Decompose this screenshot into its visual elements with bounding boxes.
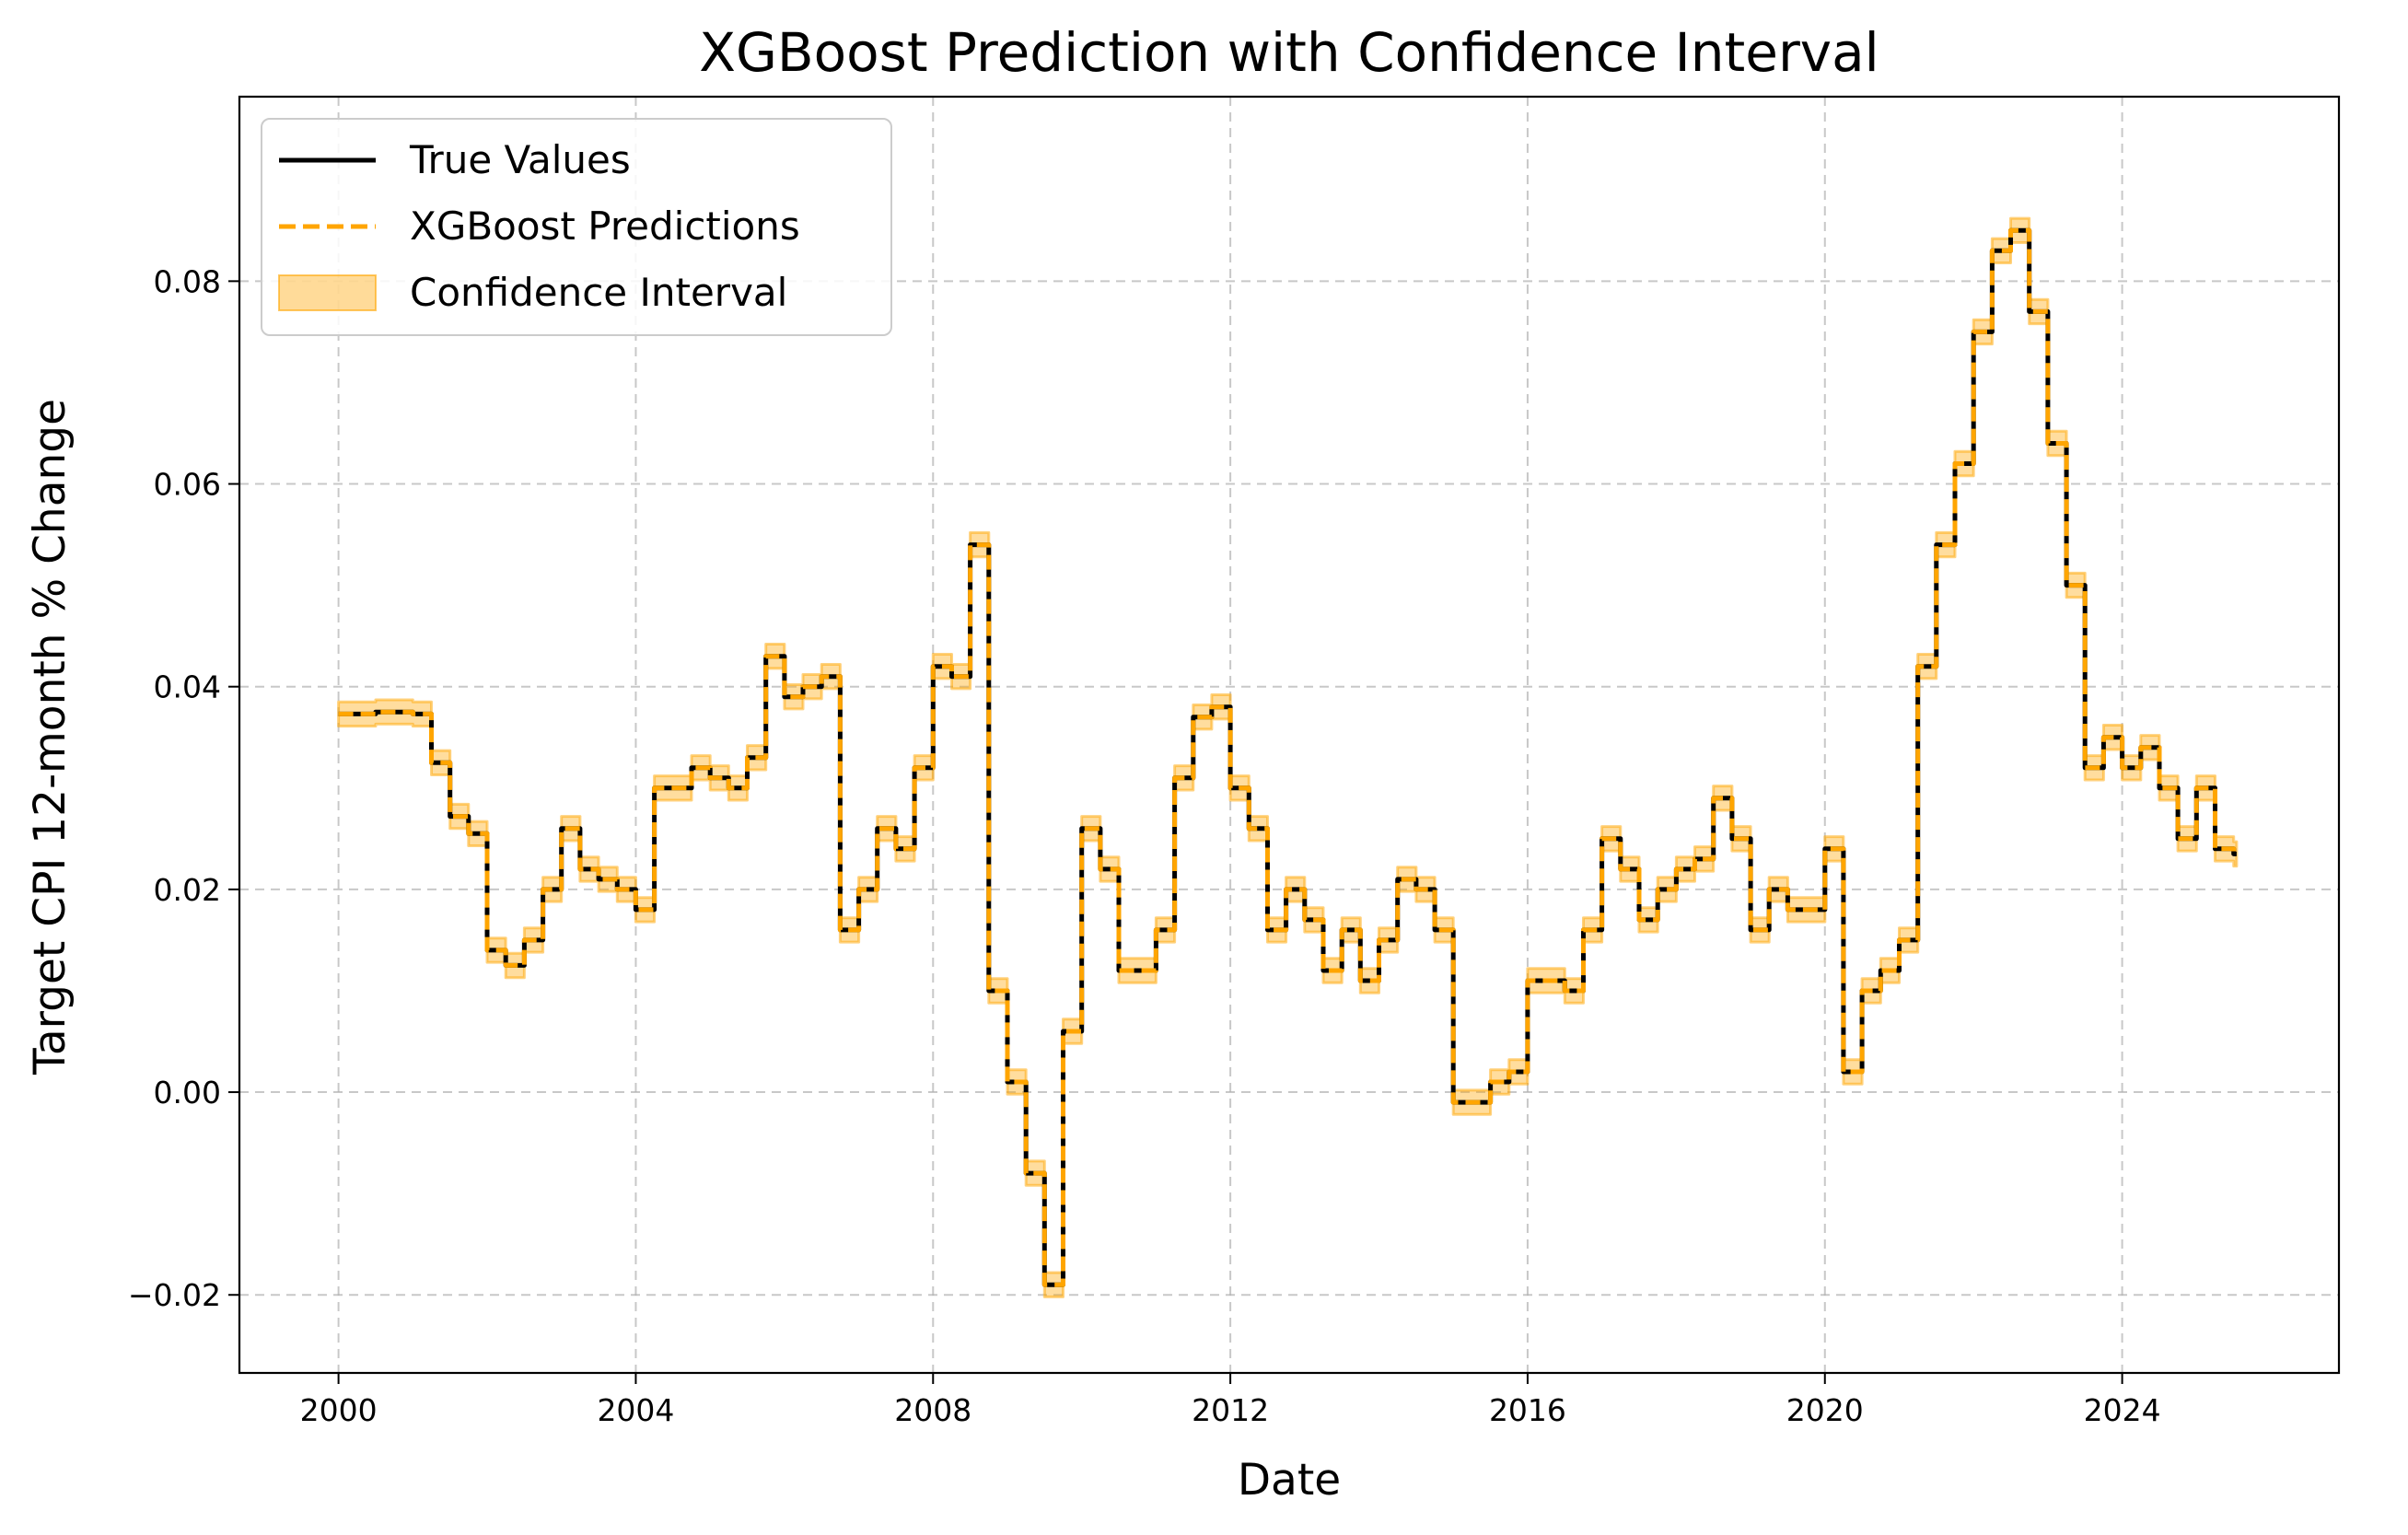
predictions-line xyxy=(338,227,2237,1287)
x-tick-label: 2020 xyxy=(1786,1392,1864,1428)
y-axis-label: Target CPI 12-month % Change xyxy=(25,399,76,1076)
x-tick-label: 2008 xyxy=(894,1392,971,1428)
x-tick-label: 2016 xyxy=(1489,1392,1566,1428)
x-tick-label: 2024 xyxy=(2084,1392,2161,1428)
x-tick-label: 2000 xyxy=(300,1392,378,1428)
y-tick-label: 0.06 xyxy=(154,467,221,503)
y-tick-label: 0.00 xyxy=(154,1075,221,1111)
x-tick-label: 2004 xyxy=(597,1392,674,1428)
legend-true-values-label: True Values xyxy=(409,137,631,182)
y-tick-label: 0.04 xyxy=(154,669,221,705)
legend-confidence-swatch xyxy=(278,274,377,311)
y-tick-label: 0.08 xyxy=(154,263,221,299)
legend-predictions-label: XGBoost Predictions xyxy=(410,204,800,249)
y-axis-ticks: −0.02 0.00 0.02 0.04 0.06 0.08 xyxy=(128,263,239,1313)
x-axis-label: Date xyxy=(1238,1455,1341,1506)
legend-confidence-label: Confidence Interval xyxy=(410,270,787,315)
y-tick-label: 0.02 xyxy=(154,872,221,908)
x-axis-ticks: 2000 2004 2008 2012 2016 2020 2024 xyxy=(300,1373,2161,1428)
chart-title: XGBoost Prediction with Confidence Inter… xyxy=(699,21,1879,84)
y-tick-label: −0.02 xyxy=(128,1277,221,1313)
x-tick-label: 2012 xyxy=(1192,1392,1269,1428)
legend-box xyxy=(261,118,892,336)
axes-frame xyxy=(238,95,2341,1375)
legend: True Values XGBoost Predictions Confiden… xyxy=(261,118,892,336)
plot-area xyxy=(337,216,2239,1298)
